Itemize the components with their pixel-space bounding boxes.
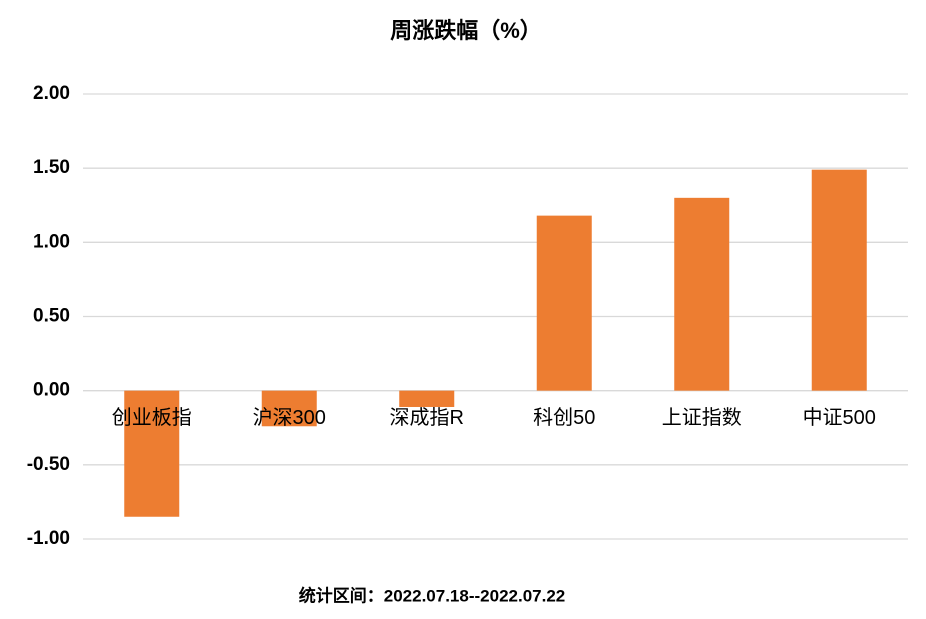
bar — [674, 197, 730, 391]
y-tick-label: 1.50 — [33, 157, 70, 178]
x-tick-label: 创业板指 — [112, 406, 192, 429]
x-tick-label: 科创50 — [533, 406, 595, 429]
x-tick-label: 深成指R — [390, 406, 464, 429]
y-tick-label: 0.00 — [33, 380, 70, 401]
bar — [261, 390, 317, 427]
y-tick-label: 0.50 — [33, 306, 70, 327]
y-tick-label: -1.00 — [27, 528, 70, 549]
x-tick-label: 上证指数 — [662, 406, 742, 429]
bar — [399, 390, 455, 407]
y-tick-label: 1.00 — [33, 231, 70, 252]
bar — [536, 215, 592, 391]
chart-title: 周涨跌幅（%） — [390, 18, 542, 43]
bar — [811, 169, 867, 391]
bar — [124, 390, 180, 517]
footnote: 统计区间：2022.07.18--2022.07.22 — [299, 585, 566, 605]
x-tick-label: 中证500 — [803, 406, 876, 429]
y-tick-label: -0.50 — [27, 454, 70, 475]
y-tick-label: 2.00 — [33, 83, 70, 104]
x-tick-label: 沪深300 — [253, 406, 326, 429]
